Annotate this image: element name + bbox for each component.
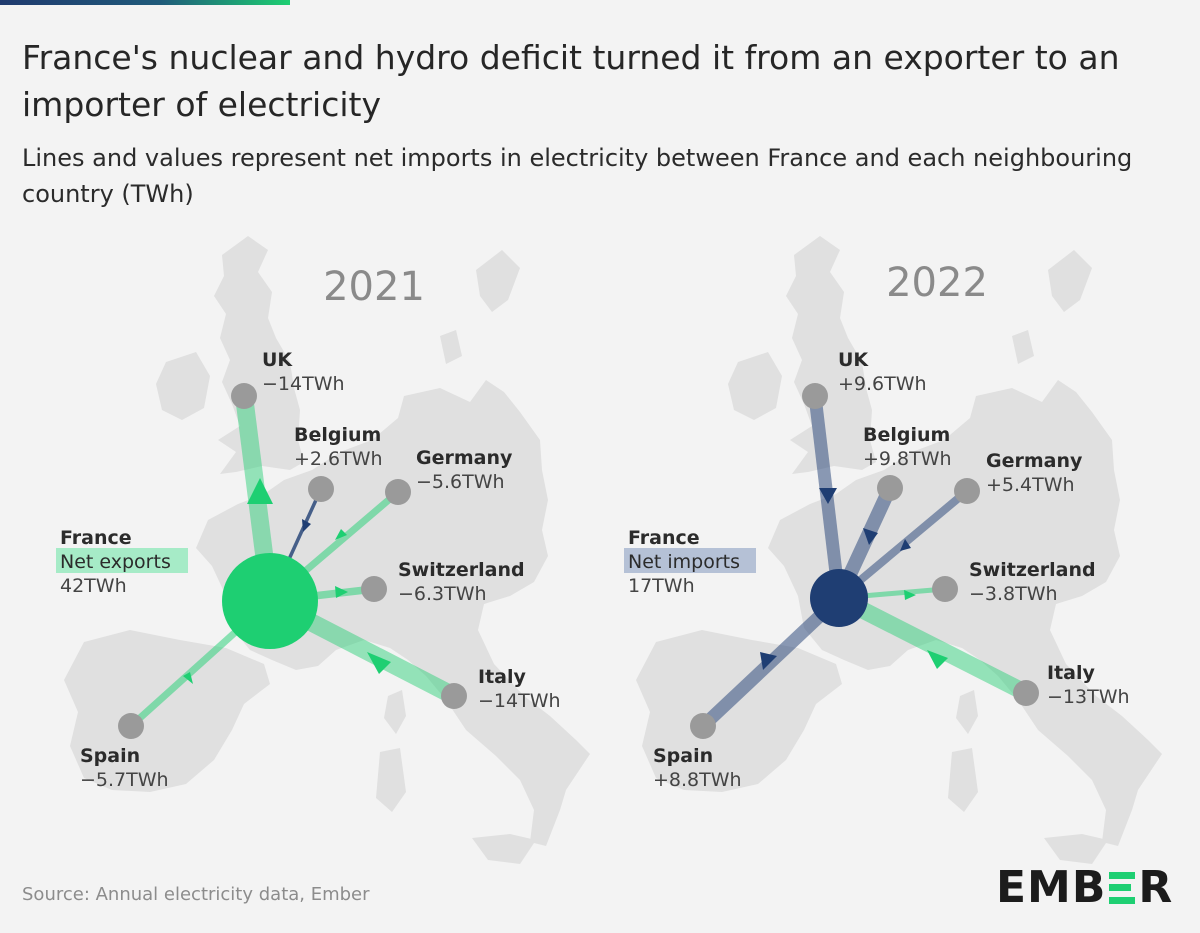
logo-text-start: EMB [996,862,1107,913]
country-value-uk-2021: −14TWh [262,373,345,395]
flow-arrow-switzerland-2021 [335,586,348,598]
flow-arrow-spain-2021 [183,672,193,684]
france-status-2021: Net exports [60,551,171,573]
flow-arrow-uk-2021 [247,478,273,504]
flow-arrow-belgium-2021 [302,519,311,532]
country-value-belgium-2021: +2.6TWh [294,448,383,470]
ember-logo: EMB R [996,862,1173,913]
flow-arrow-switzerland-2022 [904,590,916,600]
map-2022: 2022 UK +9.6TWh Belgium +9.8TWh Germany … [624,236,1162,864]
node-spain-2022 [690,713,716,739]
country-name-uk-2021: UK [262,349,293,371]
country-value-uk-2022: +9.6TWh [838,373,927,395]
country-name-italy-2021: Italy [478,666,526,688]
node-germany-2021 [385,479,411,505]
country-value-italy-2021: −14TWh [478,690,561,712]
france-status-highlight-2022 [624,548,756,573]
node-spain-2021 [118,713,144,739]
node-italy-2021 [441,683,467,709]
france-label-2022: France [628,527,700,549]
france-label-2021: France [60,527,132,549]
year-label-2022: 2022 [886,260,988,306]
country-value-italy-2022: −13TWh [1047,686,1130,708]
top-accent-bar [0,0,290,5]
year-label-2021: 2021 [323,264,425,310]
flow-arrow-spain-2022 [760,652,777,670]
country-value-germany-2021: −5.6TWh [416,471,505,493]
flow-arrow-italy-2022 [927,650,948,669]
map-2021: 2021 UK −14TWh Belgium +2.6TWh Germany −… [56,236,590,864]
node-france-2021 [222,553,318,649]
country-name-spain-2021: Spain [80,745,140,767]
chart-subtitle: Lines and values represent net imports i… [22,144,1133,208]
flow-arrow-italy-2021 [367,652,391,674]
node-germany-2022 [954,478,980,504]
logo-text-end: R [1138,862,1174,913]
country-value-spain-2022: +8.8TWh [653,769,742,791]
country-name-switzerland-2021: Switzerland [398,559,525,581]
country-value-spain-2021: −5.7TWh [80,769,169,791]
flow-arrow-germany-2021 [335,529,347,540]
country-name-spain-2022: Spain [653,745,713,767]
flow-arrow-belgium-2022 [863,528,878,545]
node-uk-2022 [802,383,828,409]
france-status-2022: Net imports [628,551,740,573]
logo-green-e-glyph [1109,871,1136,904]
country-value-switzerland-2022: −3.8TWh [969,583,1058,605]
france-status-highlight-2021 [56,548,188,573]
flow-arrow-uk-2022 [819,488,837,504]
country-name-germany-2022: Germany [986,450,1083,472]
country-name-belgium-2022: Belgium [863,424,950,446]
node-uk-2021 [231,383,257,409]
country-value-germany-2022: +5.4TWh [986,474,1075,496]
node-switzerland-2022 [932,576,958,602]
chart-title: France's nuclear and hydro deficit turne… [22,38,1120,124]
flow-arrow-germany-2022 [900,539,911,551]
country-name-belgium-2021: Belgium [294,424,381,446]
node-switzerland-2021 [361,576,387,602]
country-name-uk-2022: UK [838,349,869,371]
country-name-switzerland-2022: Switzerland [969,559,1096,581]
flow-line-italy-2022 [835,590,1030,701]
country-name-germany-2021: Germany [416,447,513,469]
country-value-switzerland-2021: −6.3TWh [398,583,487,605]
country-value-belgium-2022: +9.8TWh [863,448,952,470]
node-france-2022 [810,569,868,627]
france-value-2022: 17TWh [628,575,695,597]
country-name-italy-2022: Italy [1047,662,1095,684]
node-belgium-2021 [308,476,334,502]
node-italy-2022 [1013,680,1039,706]
france-value-2021: 42TWh [60,575,127,597]
source-note: Source: Annual electricity data, Ember [22,884,370,905]
node-belgium-2022 [877,475,903,501]
